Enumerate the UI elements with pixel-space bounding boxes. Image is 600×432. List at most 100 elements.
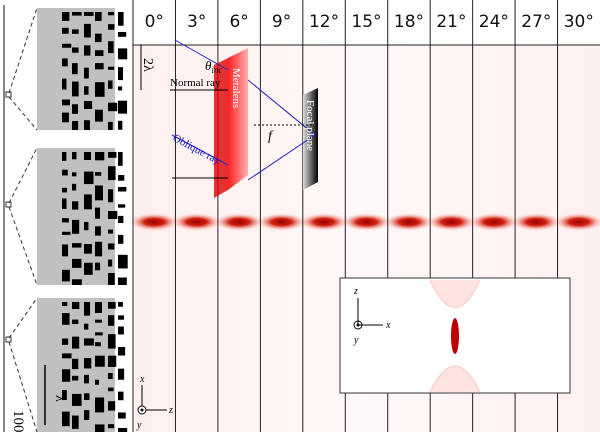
nanopillar	[118, 278, 127, 285]
nanopillar	[84, 68, 89, 79]
axis-label: x	[385, 320, 391, 331]
nanopillar	[62, 58, 68, 66]
nanopillar	[95, 356, 105, 367]
nanopillar	[95, 342, 101, 346]
angle-header: 18°	[394, 12, 424, 32]
zoom-box	[6, 202, 11, 207]
nanopillar	[95, 332, 103, 335]
angle-header: 27°	[521, 12, 551, 32]
nanopillar	[72, 359, 78, 369]
nanopillar	[84, 393, 89, 400]
nanopillar	[108, 273, 115, 285]
nanopillar	[62, 198, 67, 208]
angle-header: 3°	[187, 12, 206, 32]
nanopillar	[118, 327, 124, 335]
nanopillar	[62, 188, 67, 193]
nanopillar	[72, 279, 82, 285]
nanopillar	[72, 29, 79, 33]
nanopillar	[84, 101, 92, 109]
nanopillar	[108, 12, 114, 15]
nanopillar	[84, 86, 89, 94]
nanopillar	[118, 412, 126, 418]
nanopillar	[72, 184, 76, 191]
nanopillar	[62, 369, 70, 381]
nanopillar	[62, 28, 69, 34]
angle-header: 6°	[229, 12, 248, 32]
nanopillar	[62, 79, 66, 90]
nanopillar	[72, 201, 78, 209]
theta-sub: inc	[211, 65, 222, 75]
angle-header: 30°	[564, 12, 594, 32]
nanopillar	[72, 394, 82, 406]
nanopillar	[118, 347, 125, 356]
nanopillar	[108, 334, 116, 348]
nanopillar	[95, 320, 102, 323]
angle-header: 9°	[272, 12, 291, 32]
nanopillar	[84, 24, 91, 38]
nanopillar	[108, 122, 113, 130]
nanopillar	[108, 373, 113, 379]
nanopillar	[108, 166, 116, 180]
nanopillar	[72, 302, 79, 309]
nanopillar	[118, 235, 123, 244]
nanopillar	[62, 100, 70, 106]
nanopillar	[108, 260, 112, 267]
nanopillar	[118, 86, 122, 90]
nanopillar	[72, 47, 79, 52]
nanopillar	[108, 67, 114, 70]
nanopillar	[118, 255, 128, 269]
nanopillar	[84, 244, 92, 254]
nanopillar	[108, 24, 114, 30]
nanopillar	[108, 356, 116, 367]
nanopillar	[108, 103, 117, 111]
nanopillar	[108, 80, 113, 88]
nanopillar	[72, 376, 78, 381]
nanopillar	[118, 315, 124, 319]
nanopillar	[62, 412, 70, 427]
nanopillar	[72, 152, 76, 159]
nanopillar	[62, 152, 66, 161]
nanopillar	[108, 388, 114, 392]
nanopillar	[84, 222, 88, 230]
axis-label: y	[136, 420, 142, 431]
nanopillar	[118, 152, 123, 166]
nanopillar	[108, 211, 117, 219]
scale-short: 2λ	[140, 58, 155, 72]
nanopillar	[62, 12, 69, 21]
nanopillar	[62, 170, 68, 176]
nanopillar	[95, 263, 100, 271]
nanopillar	[72, 259, 81, 268]
figure: 0°3°6°9°12°15°18°21°24°27°30° 100λ λ 2λ …	[0, 0, 600, 432]
nanopillar	[108, 401, 115, 410]
nanopillar	[95, 302, 102, 313]
nanopillar	[118, 32, 126, 37]
metasurface-panels	[37, 8, 128, 432]
nanopillar	[62, 270, 70, 282]
nanopillar	[72, 63, 78, 74]
nanopillar	[84, 375, 89, 384]
nanopillar	[62, 218, 69, 222]
nanopillar	[84, 12, 94, 16]
nanopillar	[118, 216, 123, 223]
nanopillar	[118, 67, 123, 80]
nanopillar	[84, 338, 94, 345]
nanopillar	[72, 320, 78, 324]
scale-lambda: λ	[52, 395, 67, 402]
nanopillar	[95, 152, 104, 160]
nanopillar	[62, 353, 72, 358]
focus-inset: z x y	[340, 278, 570, 393]
nanopillar	[95, 226, 101, 235]
nanopillar	[108, 230, 113, 234]
nanopillar	[84, 172, 93, 184]
nanopillar	[108, 424, 114, 428]
nanopillar	[118, 302, 123, 307]
nanopillar	[95, 208, 100, 219]
nanopillar	[62, 113, 69, 123]
nanopillar	[62, 44, 71, 48]
nanopillar	[118, 48, 127, 59]
nanopillar	[95, 242, 102, 257]
axis-label: z	[353, 286, 358, 297]
nanopillar	[84, 263, 93, 275]
nanopillar	[95, 34, 102, 42]
nanopillar	[84, 45, 90, 55]
